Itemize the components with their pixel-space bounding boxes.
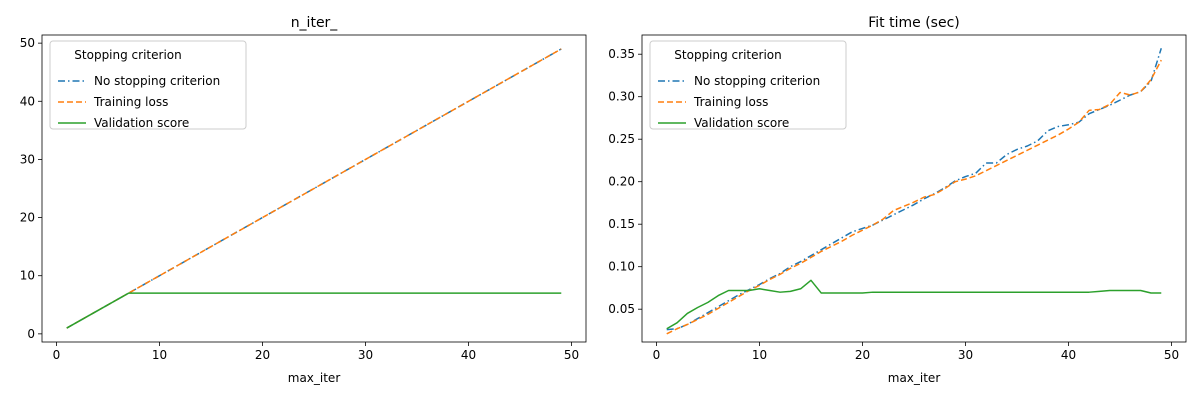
legend-box	[49, 40, 247, 130]
legend-entry-2: Validation score	[694, 116, 789, 130]
chart-title: n_iter_	[291, 15, 339, 31]
y-tick-label: 0.25	[608, 132, 635, 146]
y-tick-label: 50	[20, 36, 35, 50]
x-axis-label: max_iter	[888, 371, 941, 385]
series-line-2	[666, 279, 1162, 330]
y-tick-label: 0	[27, 327, 35, 341]
legend-box	[649, 40, 847, 130]
x-tick-label: 30	[958, 348, 973, 362]
legend-entry-0: No stopping criterion	[694, 74, 820, 88]
legend-title: Stopping criterion	[674, 48, 781, 62]
y-tick-label: 0.15	[608, 217, 635, 231]
x-tick-label: 50	[1164, 348, 1179, 362]
legend-entry-2: Validation score	[94, 116, 189, 130]
legend-title: Stopping criterion	[74, 48, 181, 62]
x-tick-label: 30	[358, 348, 373, 362]
y-tick-label: 0.35	[608, 47, 635, 61]
legend-entry-1: Training loss	[693, 95, 768, 109]
x-tick-label: 10	[152, 348, 167, 362]
y-tick-label: 0.30	[608, 90, 635, 104]
x-tick-label: 50	[564, 348, 579, 362]
x-tick-label: 0	[53, 348, 61, 362]
legend-entry-0: No stopping criterion	[94, 74, 220, 88]
series-line-2	[66, 292, 562, 329]
plot-area-frame	[641, 34, 1187, 343]
legend: Stopping criterion No stopping criterion T…	[49, 40, 247, 130]
y-tick-label: 30	[20, 152, 35, 166]
x-tick-label: 40	[461, 348, 476, 362]
x-tick-label: 40	[1061, 348, 1076, 362]
chart-n-iter: n_iter_ max_iter 0 10 20 30 40 50 0 10 20 30 40 50 Sto…	[20, 15, 587, 385]
legend: Stopping criterion No stopping criterion T…	[649, 40, 847, 130]
series-line-1	[66, 48, 562, 329]
chart-title: Fit time (sec)	[868, 15, 959, 31]
plot-area-frame	[41, 34, 587, 343]
x-tick-label: 20	[255, 348, 270, 362]
legend-entry-1: Training loss	[93, 95, 168, 109]
x-tick-label: 0	[653, 348, 661, 362]
y-tick-label: 40	[20, 94, 35, 108]
x-axis-label: max_iter	[288, 371, 341, 385]
chart-fit-time: Fit time (sec) max_iter 0 10 20 30 40 50 0.05 0.1…	[608, 15, 1187, 385]
x-tick-label: 20	[855, 348, 870, 362]
y-tick-label: 0.20	[608, 175, 635, 189]
y-tick-label: 10	[20, 269, 35, 283]
x-tick-label: 10	[752, 348, 767, 362]
y-tick-label: 0.05	[608, 302, 635, 316]
y-tick-label: 20	[20, 211, 35, 225]
y-tick-label: 0.10	[608, 260, 635, 274]
